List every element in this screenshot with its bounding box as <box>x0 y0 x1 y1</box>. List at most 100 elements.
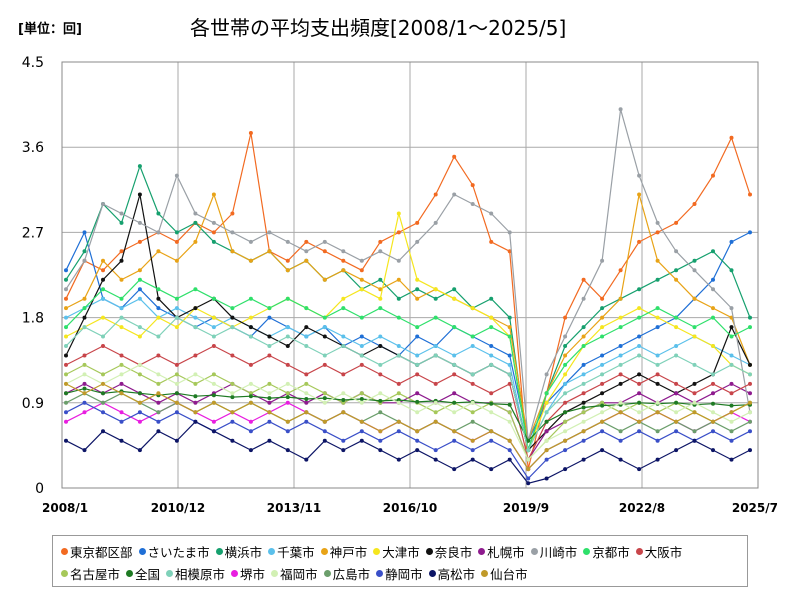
data-point <box>267 306 272 311</box>
data-point <box>304 391 309 396</box>
data-point <box>267 419 272 424</box>
data-point <box>137 400 142 405</box>
legend-label: 福岡市 <box>280 566 318 582</box>
data-point <box>729 438 734 443</box>
data-point <box>322 429 327 434</box>
data-point <box>396 296 401 301</box>
data-point <box>563 410 568 415</box>
data-point <box>581 410 586 415</box>
data-point <box>341 344 346 348</box>
data-point <box>64 344 68 348</box>
data-point <box>267 249 272 254</box>
data-point <box>489 438 494 443</box>
data-point <box>82 249 87 254</box>
data-point <box>174 173 179 178</box>
data-point <box>618 372 623 377</box>
data-point <box>655 306 660 311</box>
data-point <box>64 419 68 424</box>
data-point <box>655 258 660 263</box>
data-point <box>82 353 87 358</box>
data-point <box>304 344 309 348</box>
data-point <box>507 419 512 424</box>
data-point <box>304 239 309 244</box>
data-point <box>415 239 420 244</box>
data-point <box>267 438 272 443</box>
data-point <box>507 410 512 415</box>
data-point <box>600 372 605 377</box>
data-point <box>230 419 235 424</box>
data-point <box>581 334 586 339</box>
series-line <box>65 316 751 452</box>
data-point <box>544 448 549 453</box>
data-point <box>193 400 198 405</box>
data-point <box>82 258 87 263</box>
data-point <box>544 400 549 405</box>
data-point <box>64 391 68 396</box>
legend-item: 名古屋市 <box>61 564 120 583</box>
data-point <box>304 306 309 311</box>
data-point <box>711 410 715 415</box>
legend-label: 仙台市 <box>490 566 528 582</box>
data-point <box>452 154 457 159</box>
legend-marker-icon <box>166 569 174 577</box>
series-group <box>64 107 752 486</box>
data-point <box>729 410 734 415</box>
legend-item: 大阪市 <box>635 542 682 561</box>
data-point <box>230 315 235 320</box>
data-point <box>618 268 623 273</box>
data-point <box>544 438 549 443</box>
data-point <box>285 344 290 348</box>
data-point <box>322 438 327 443</box>
data-point <box>748 391 752 396</box>
data-point <box>101 381 105 386</box>
data-point <box>748 400 752 405</box>
data-point <box>618 362 623 367</box>
data-point <box>322 325 327 330</box>
data-point <box>378 287 383 292</box>
data-point <box>119 220 124 225</box>
data-point <box>600 448 605 453</box>
data-point <box>674 249 679 254</box>
data-point <box>82 372 87 377</box>
data-point <box>248 448 253 453</box>
data-point <box>711 315 715 320</box>
data-point <box>433 410 438 415</box>
data-point <box>378 334 383 339</box>
data-point <box>378 277 383 282</box>
data-point <box>82 400 87 405</box>
data-point <box>618 353 623 358</box>
data-point <box>711 429 715 434</box>
data-point <box>378 344 383 348</box>
data-point <box>119 362 124 367</box>
legend-label: 堺市 <box>240 566 266 582</box>
data-point <box>415 399 420 404</box>
data-point <box>396 353 401 358</box>
data-point <box>600 325 605 330</box>
data-point <box>248 419 253 424</box>
data-point <box>600 353 605 358</box>
data-point <box>452 325 457 330</box>
data-point <box>341 258 346 263</box>
data-point <box>341 398 346 402</box>
data-point <box>674 268 679 273</box>
data-point <box>137 372 142 377</box>
data-point <box>470 410 475 415</box>
data-point <box>600 334 605 339</box>
data-point <box>563 381 568 386</box>
series-line <box>65 383 751 471</box>
legend-item: 川崎市 <box>530 542 577 561</box>
legend-item: 大津市 <box>373 542 420 561</box>
data-point <box>692 362 697 367</box>
data-point <box>600 296 605 301</box>
data-point <box>544 391 549 396</box>
data-point <box>452 287 457 292</box>
data-point <box>322 334 327 339</box>
data-point <box>64 362 68 367</box>
data-point <box>748 381 752 386</box>
data-point <box>655 372 660 377</box>
x-tick-labels: 2008/1 2010/12 2013/11 2016/10 2019/9 2022/8 2… <box>42 501 778 515</box>
data-point <box>359 419 364 424</box>
data-point <box>137 277 142 282</box>
legend-item: 横浜市 <box>215 542 262 561</box>
data-point <box>156 429 161 434</box>
